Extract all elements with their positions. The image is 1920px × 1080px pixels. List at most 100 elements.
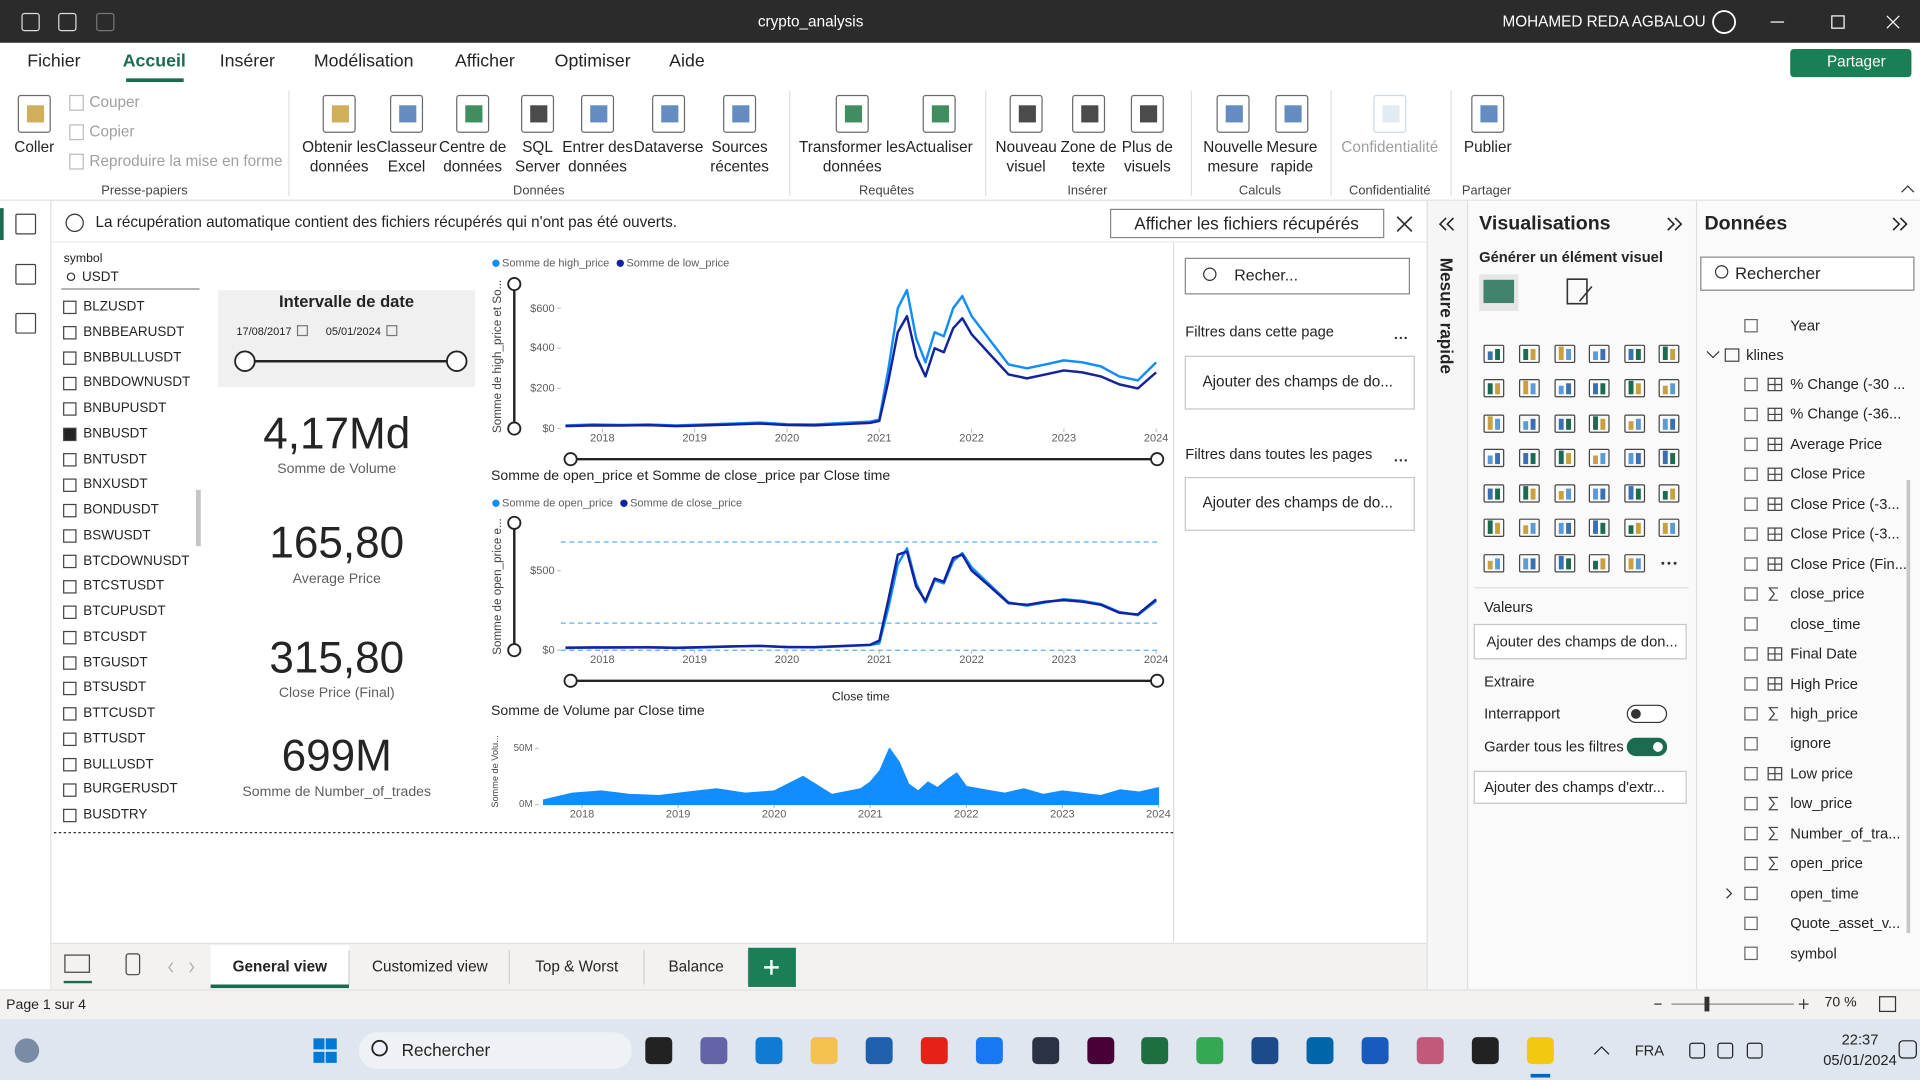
taskbar-app[interactable]	[1196, 1037, 1224, 1065]
slicer-item[interactable]: BUSDTRY	[83, 807, 148, 823]
field-checkbox[interactable]	[1744, 467, 1758, 482]
ribbon-button-label[interactable]: Nouvelle mesure	[1203, 138, 1263, 176]
visual-type-icon[interactable]	[1483, 448, 1505, 468]
quick-access-icon[interactable]	[21, 12, 40, 32]
ribbon-button-label[interactable]: Publier	[1463, 138, 1512, 156]
visual-type-icon[interactable]	[1483, 554, 1505, 573]
slicer-item[interactable]: BLZUSDT	[83, 299, 145, 314]
visual-type-icon[interactable]	[1554, 344, 1576, 364]
slicer-item[interactable]: BNTUSDT	[83, 451, 147, 467]
slicer-checkbox[interactable]	[63, 529, 77, 543]
fit-page[interactable]	[1878, 996, 1897, 1013]
field-checkbox[interactable]	[1744, 796, 1758, 811]
slicer-item[interactable]: BTCUSDT	[83, 629, 147, 645]
field-name[interactable]: Number_of_tra...	[1790, 824, 1901, 842]
date-slider-handle[interactable]	[234, 350, 256, 372]
slicer-item[interactable]: BSWUSDT	[83, 527, 151, 543]
slicer-item[interactable]: BTSUSDT	[83, 680, 147, 696]
tray-icon[interactable]	[1689, 1042, 1706, 1059]
visual-type-icon[interactable]	[1624, 344, 1646, 364]
well-label[interactable]: Ajouter des champs d'extr...	[1484, 778, 1665, 796]
values-well[interactable]	[1473, 623, 1687, 660]
taskbar-app[interactable]	[920, 1037, 948, 1065]
field-checkbox[interactable]	[1744, 497, 1758, 511]
page-tab[interactable]: Top & Worst	[535, 958, 619, 976]
visual-type-icon[interactable]	[1554, 554, 1576, 573]
ribbon-button-label[interactable]: Nouveau visuel	[995, 138, 1057, 176]
field-checkbox[interactable]	[1744, 617, 1758, 631]
slicer-checkbox[interactable]	[63, 783, 77, 797]
slicer-checkbox[interactable]	[63, 605, 77, 619]
visual-type-icon[interactable]	[1588, 448, 1610, 468]
page-tab[interactable]: Customized view	[371, 958, 488, 976]
field-checkbox[interactable]	[1744, 527, 1758, 541]
expand-table[interactable]	[1706, 350, 1720, 359]
field-name[interactable]: % Change (-36...	[1790, 405, 1902, 423]
expand-field[interactable]	[1726, 888, 1733, 899]
field-checkbox[interactable]	[1744, 377, 1758, 392]
start-tile[interactable]	[325, 1038, 337, 1050]
ribbon-button-label[interactable]: Actualiser	[905, 138, 973, 156]
field-checkbox[interactable]	[1744, 766, 1758, 781]
visual-type-icon[interactable]	[1518, 378, 1540, 398]
ribbon-button-label[interactable]: Mesure rapide	[1266, 138, 1318, 176]
y-range-handle[interactable]	[507, 643, 522, 658]
menu-tab[interactable]: Accueil	[122, 51, 186, 72]
filter-well[interactable]	[1184, 476, 1415, 531]
visual-type-icon[interactable]	[1554, 414, 1576, 433]
field-checkbox[interactable]	[1744, 647, 1758, 661]
y-range-handle[interactable]	[507, 277, 522, 292]
start-tile[interactable]	[325, 1051, 337, 1063]
field-checkbox[interactable]	[1744, 707, 1758, 721]
field-name[interactable]: Close Price (Fin...	[1790, 555, 1907, 573]
slicer-checkbox[interactable]	[63, 757, 77, 772]
slicer-checkbox[interactable]	[63, 326, 77, 340]
slicer-checkbox[interactable]	[63, 732, 77, 747]
page-tab[interactable]: Balance	[668, 958, 724, 976]
slicer-item[interactable]: BNBBEARUSDT	[83, 324, 185, 340]
field-name[interactable]: Average Price	[1790, 435, 1883, 453]
taskbar-app[interactable]	[1251, 1037, 1279, 1065]
quick-access-icon[interactable]	[58, 12, 77, 32]
visual-type-icon[interactable]	[1658, 414, 1680, 433]
visual-type-icon[interactable]	[1483, 518, 1505, 537]
slicer-checkbox[interactable]	[63, 808, 77, 823]
taskbar-app[interactable]	[1471, 1037, 1499, 1065]
field-name[interactable]: symbol	[1790, 944, 1837, 962]
zoom-thumb[interactable]	[1704, 996, 1710, 1012]
x-range-handle[interactable]	[563, 673, 578, 688]
visual-type-icon[interactable]	[1483, 414, 1505, 433]
legend-label[interactable]: Somme de close_price	[630, 496, 743, 509]
recover-button-label[interactable]: Afficher les fichiers récupérés	[1134, 213, 1359, 234]
visual-type-icon[interactable]	[1518, 484, 1540, 503]
calendar-icon[interactable]	[386, 325, 398, 337]
field-checkbox[interactable]	[1744, 557, 1758, 571]
recover-button[interactable]	[1110, 208, 1385, 239]
taskbar-app[interactable]	[1141, 1037, 1169, 1065]
active-page-tab[interactable]	[210, 945, 349, 990]
field-checkbox[interactable]	[1744, 437, 1758, 452]
field-name[interactable]: High Price	[1790, 675, 1858, 693]
page-tab[interactable]: General view	[232, 958, 328, 976]
start-tile[interactable]	[313, 1051, 325, 1063]
legend-label[interactable]: Somme de open_price	[502, 496, 613, 509]
slicer-item[interactable]: BNBBULLUSDT	[83, 350, 182, 365]
close-info[interactable]	[1396, 216, 1413, 233]
field-name[interactable]: Close Price (-3...	[1790, 495, 1900, 513]
visual-type-icon[interactable]	[1588, 378, 1610, 398]
field-checkbox[interactable]	[1744, 737, 1758, 751]
field-checkbox[interactable]	[1744, 826, 1758, 841]
legend-label[interactable]: Somme de low_price	[626, 256, 730, 269]
slicer-checkbox[interactable]	[63, 656, 77, 670]
more-dot[interactable]	[1399, 459, 1403, 462]
ribbon-button-label[interactable]: Zone de texte	[1060, 138, 1117, 176]
filter-well-label[interactable]: Ajouter des champs de do...	[1202, 372, 1394, 390]
more-dot[interactable]	[1404, 336, 1407, 340]
slicer-checkbox[interactable]	[63, 681, 77, 696]
y-range-handle[interactable]	[507, 515, 522, 530]
menu-tab[interactable]: Optimiser	[554, 51, 631, 72]
menu-tab[interactable]: Fichier	[27, 51, 81, 72]
slicer-checkbox[interactable]	[63, 300, 77, 315]
more-dot[interactable]	[1404, 459, 1407, 462]
field-name[interactable]: open_time	[1790, 884, 1859, 902]
